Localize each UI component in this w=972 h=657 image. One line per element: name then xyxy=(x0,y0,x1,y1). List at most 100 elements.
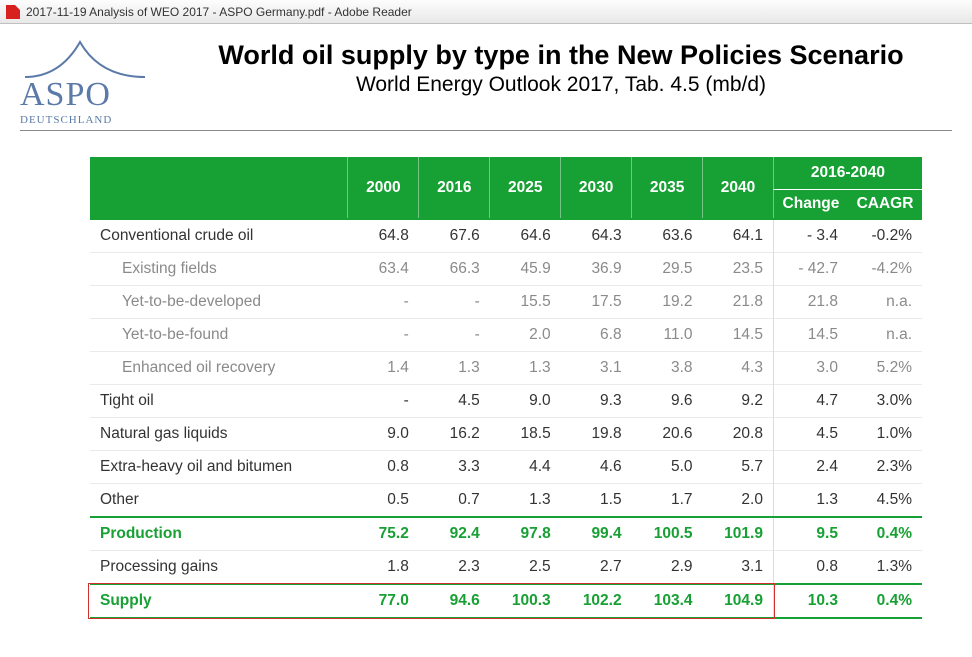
cell: 64.8 xyxy=(348,219,419,253)
col-2040: 2040 xyxy=(703,157,774,219)
cell: 23.5 xyxy=(703,253,774,286)
table-row: Processing gains1.82.32.52.72.93.10.81.3… xyxy=(90,551,922,585)
cell: 1.3 xyxy=(490,352,561,385)
cell: 3.0% xyxy=(848,385,922,418)
logo-curve-icon xyxy=(20,32,160,82)
cell: 9.6 xyxy=(632,385,703,418)
col-change: Change xyxy=(773,190,848,220)
col-caagr: CAAGR xyxy=(848,190,922,220)
cell: 0.4% xyxy=(848,584,922,618)
cell: 63.6 xyxy=(632,219,703,253)
cell: 29.5 xyxy=(632,253,703,286)
cell: 14.5 xyxy=(773,319,848,352)
title-block: World oil supply by type in the New Poli… xyxy=(170,32,952,97)
table-row: Other0.50.71.31.51.72.01.34.5% xyxy=(90,484,922,518)
col-2025: 2025 xyxy=(490,157,561,219)
col-span: 2016-2040 xyxy=(773,157,922,190)
row-label: Existing fields xyxy=(90,253,348,286)
cell: 3.1 xyxy=(561,352,632,385)
cell: 1.5 xyxy=(561,484,632,518)
cell: 104.9 xyxy=(703,584,774,618)
cell: 36.9 xyxy=(561,253,632,286)
row-label: Production xyxy=(90,517,348,551)
cell: 101.9 xyxy=(703,517,774,551)
table-row: Tight oil-4.59.09.39.69.24.73.0% xyxy=(90,385,922,418)
cell: 2.3 xyxy=(419,551,490,585)
cell: 75.2 xyxy=(348,517,419,551)
cell: 2.0 xyxy=(703,484,774,518)
cell: 9.0 xyxy=(348,418,419,451)
cell: -4.2% xyxy=(848,253,922,286)
cell: 5.2% xyxy=(848,352,922,385)
table-header: 2000 2016 2025 2030 2035 2040 2016-2040 … xyxy=(90,157,922,219)
logo-sub: DEUTSCHLAND xyxy=(20,114,170,126)
cell: -0.2% xyxy=(848,219,922,253)
table-row: Enhanced oil recovery1.41.31.33.13.84.33… xyxy=(90,352,922,385)
cell: n.a. xyxy=(848,286,922,319)
table-row: Conventional crude oil64.867.664.664.363… xyxy=(90,219,922,253)
cell: 20.6 xyxy=(632,418,703,451)
cell: 6.8 xyxy=(561,319,632,352)
cell: 18.5 xyxy=(490,418,561,451)
table-wrap: 2000 2016 2025 2030 2035 2040 2016-2040 … xyxy=(20,131,952,619)
cell: n.a. xyxy=(848,319,922,352)
cell: 97.8 xyxy=(490,517,561,551)
cell: 4.4 xyxy=(490,451,561,484)
pdf-icon xyxy=(6,5,20,19)
cell: 9.0 xyxy=(490,385,561,418)
cell: 9.2 xyxy=(703,385,774,418)
cell: 4.6 xyxy=(561,451,632,484)
cell: 64.3 xyxy=(561,219,632,253)
page-subtitle: World Energy Outlook 2017, Tab. 4.5 (mb/… xyxy=(170,73,952,97)
cell: 21.8 xyxy=(773,286,848,319)
cell: 1.0% xyxy=(848,418,922,451)
cell: - 42.7 xyxy=(773,253,848,286)
col-2016: 2016 xyxy=(419,157,490,219)
cell: 10.3 xyxy=(773,584,848,618)
cell: 3.0 xyxy=(773,352,848,385)
row-label: Conventional crude oil xyxy=(90,219,348,253)
window-titlebar: 2017-11-19 Analysis of WEO 2017 - ASPO G… xyxy=(0,0,972,24)
cell: 5.7 xyxy=(703,451,774,484)
row-label: Natural gas liquids xyxy=(90,418,348,451)
cell: 77.0 xyxy=(348,584,419,618)
page-content: ASPO DEUTSCHLAND World oil supply by typ… xyxy=(0,24,972,619)
cell: 20.8 xyxy=(703,418,774,451)
cell: 102.2 xyxy=(561,584,632,618)
row-label: Enhanced oil recovery xyxy=(90,352,348,385)
cell: - xyxy=(348,319,419,352)
cell: 15.5 xyxy=(490,286,561,319)
table-row: Production75.292.497.899.4100.5101.99.50… xyxy=(90,517,922,551)
row-label: Other xyxy=(90,484,348,518)
cell: 64.1 xyxy=(703,219,774,253)
cell: 2.9 xyxy=(632,551,703,585)
cell: 0.8 xyxy=(348,451,419,484)
table-body: Conventional crude oil64.867.664.664.363… xyxy=(90,219,922,618)
cell: 0.7 xyxy=(419,484,490,518)
cell: - 3.4 xyxy=(773,219,848,253)
cell: 21.8 xyxy=(703,286,774,319)
col-2000: 2000 xyxy=(348,157,419,219)
table-row: Extra-heavy oil and bitumen0.83.34.44.6 5… xyxy=(90,451,922,484)
col-2030: 2030 xyxy=(561,157,632,219)
header-row: ASPO DEUTSCHLAND World oil supply by typ… xyxy=(20,32,952,126)
cell: 63.4 xyxy=(348,253,419,286)
cell: 0.5 xyxy=(348,484,419,518)
cell: 103.4 xyxy=(632,584,703,618)
cell: 1.3 xyxy=(490,484,561,518)
cell: 11.0 xyxy=(632,319,703,352)
cell: 19.8 xyxy=(561,418,632,451)
cell: - xyxy=(348,286,419,319)
cell: 17.5 xyxy=(561,286,632,319)
row-label: Extra-heavy oil and bitumen xyxy=(90,451,348,484)
logo-name: ASPO xyxy=(20,76,170,114)
cell: 64.6 xyxy=(490,219,561,253)
cell: 100.5 xyxy=(632,517,703,551)
cell: 3.3 xyxy=(419,451,490,484)
cell: 3.1 xyxy=(703,551,774,585)
cell: 16.2 xyxy=(419,418,490,451)
row-label: Processing gains xyxy=(90,551,348,585)
cell: 3.8 xyxy=(632,352,703,385)
cell: 0.4% xyxy=(848,517,922,551)
cell: 1.3% xyxy=(848,551,922,585)
